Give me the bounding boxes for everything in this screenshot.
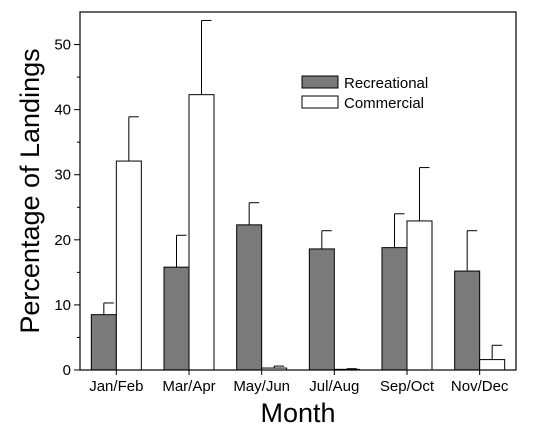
x-tick-label: May/Jun — [233, 378, 290, 395]
bar-commercial-sep-oct — [406, 220, 433, 371]
y-tick-label: 0 — [63, 362, 71, 379]
y-tick-label: 30 — [54, 167, 71, 184]
bar-recreational-jul-aug — [308, 248, 335, 371]
bars-layer — [90, 94, 506, 371]
bar-recreational-may-jun — [236, 224, 263, 371]
x-tick-label: Mar/Apr — [162, 378, 215, 395]
axis-layer: Jan/Feb Mar/Apr May/Jun Jul/Aug Sep/Oct Nov/D… — [54, 37, 509, 395]
y-tick-label: 10 — [54, 297, 71, 314]
bar-commercial-jan-feb — [115, 160, 142, 371]
plot-frame — [79, 11, 517, 371]
bar-commercial-nov-dec — [479, 359, 506, 371]
y-tick-label: 40 — [54, 102, 71, 119]
bar-recreational-mar-apr — [163, 266, 190, 371]
legend-label-commercial: Commercial — [344, 95, 424, 112]
bar-recreational-jan-feb — [90, 314, 117, 371]
legend-swatch-commercial — [301, 95, 339, 109]
y-tick-label: 20 — [54, 232, 71, 249]
x-tick-label: Sep/Oct — [380, 378, 435, 395]
bar-recreational-sep-oct — [381, 247, 408, 371]
y-axis-title: Percentage of Landings — [15, 48, 45, 333]
legend: Recreational Commercial — [301, 75, 428, 112]
y-tick-label: 50 — [54, 37, 71, 54]
bar-recreational-nov-dec — [454, 270, 481, 371]
error-bars-layer — [103, 19, 503, 370]
x-tick-label: Jan/Feb — [89, 378, 143, 395]
bar-commercial-mar-apr — [188, 94, 215, 371]
x-tick-label: Nov/Dec — [451, 378, 509, 395]
legend-swatch-recreational — [301, 75, 339, 89]
x-tick-label: Jul/Aug — [309, 378, 359, 395]
x-axis-title: Month — [260, 398, 335, 428]
legend-label-recreational: Recreational — [344, 75, 428, 92]
